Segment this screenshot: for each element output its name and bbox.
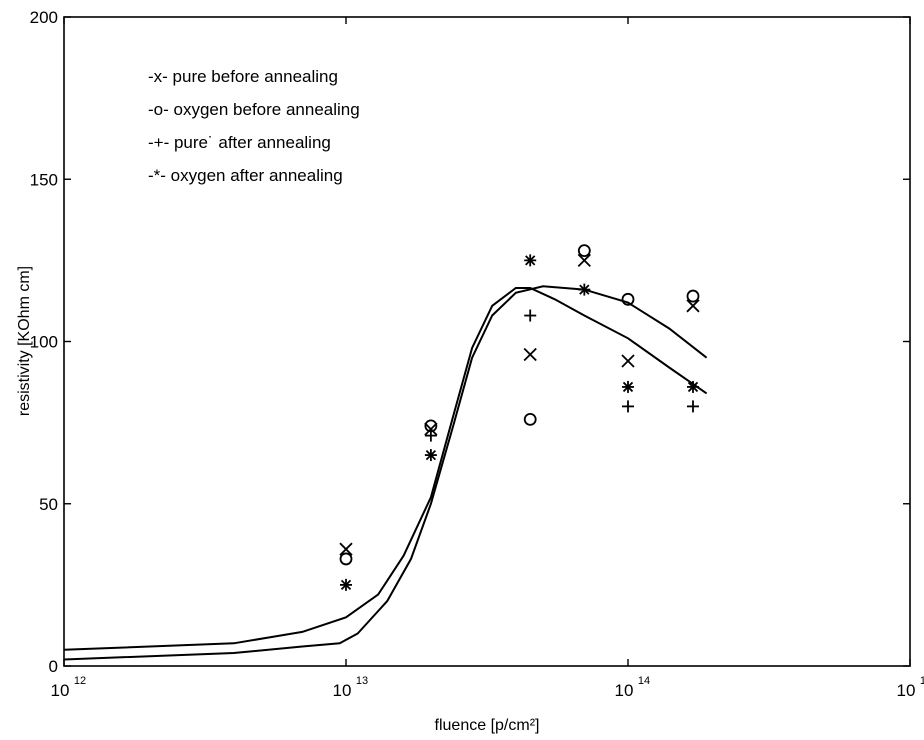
x-tick-exponent: 14	[638, 675, 650, 687]
legend-entry: -x- pure before annealing	[148, 67, 338, 86]
data-point-plus	[524, 309, 537, 322]
x-tick-label: 10	[897, 681, 916, 700]
data-point-cross	[339, 542, 353, 556]
data-point-plus	[424, 429, 437, 442]
data-point-circle	[577, 244, 591, 258]
axis-ticks: 0 50 100 150 200 10 12 10 13 10 14 10 15	[30, 8, 924, 700]
data-point-circle	[621, 292, 635, 306]
fit-curve	[63, 287, 708, 651]
x-tick-label: 10	[333, 681, 352, 700]
x-tick-label: 10	[615, 681, 634, 700]
legend-entry: -o- oxygen before annealing	[148, 100, 360, 119]
y-tick-label: 0	[49, 657, 58, 676]
x-tick-exponent: 15	[920, 675, 924, 687]
data-point-circle	[523, 412, 537, 426]
x-tick-label: 10	[51, 681, 70, 700]
x-tick-exponent: 13	[356, 675, 368, 687]
data-point-star	[622, 380, 634, 393]
legend-entry: -+- pure˙ after annealing	[148, 133, 331, 152]
y-tick-label: 150	[30, 170, 58, 189]
data-point-cross	[621, 354, 635, 368]
data-point-cross	[424, 422, 438, 436]
fit-curve	[63, 285, 708, 661]
data-point-star	[524, 254, 537, 267]
data-point-star	[578, 283, 591, 296]
fit-curves	[63, 285, 708, 661]
legend: -x- pure before annealing -o- oxygen befo…	[148, 67, 360, 185]
data-point-plus	[622, 400, 634, 413]
data-point-cross	[686, 299, 700, 313]
data-point-cross	[577, 253, 591, 268]
data-point-cross	[523, 347, 537, 362]
y-tick-label: 100	[30, 333, 58, 352]
legend-entry: -*- oxygen after annealing	[148, 166, 343, 185]
x-tick-exponent: 12	[74, 675, 86, 687]
y-axis-label: resistivity [KOhm cm]	[16, 266, 33, 416]
data-point-star	[686, 380, 699, 393]
y-tick-label: 200	[30, 8, 58, 27]
data-point-circle	[686, 289, 700, 303]
data-markers	[339, 244, 700, 591]
data-point-star	[424, 449, 437, 462]
y-tick-label: 50	[39, 495, 58, 514]
data-point-star	[340, 578, 352, 591]
data-point-circle	[339, 552, 353, 566]
data-point-plus	[686, 400, 699, 413]
x-axis-label: fluence [p/cm²]	[435, 717, 540, 734]
